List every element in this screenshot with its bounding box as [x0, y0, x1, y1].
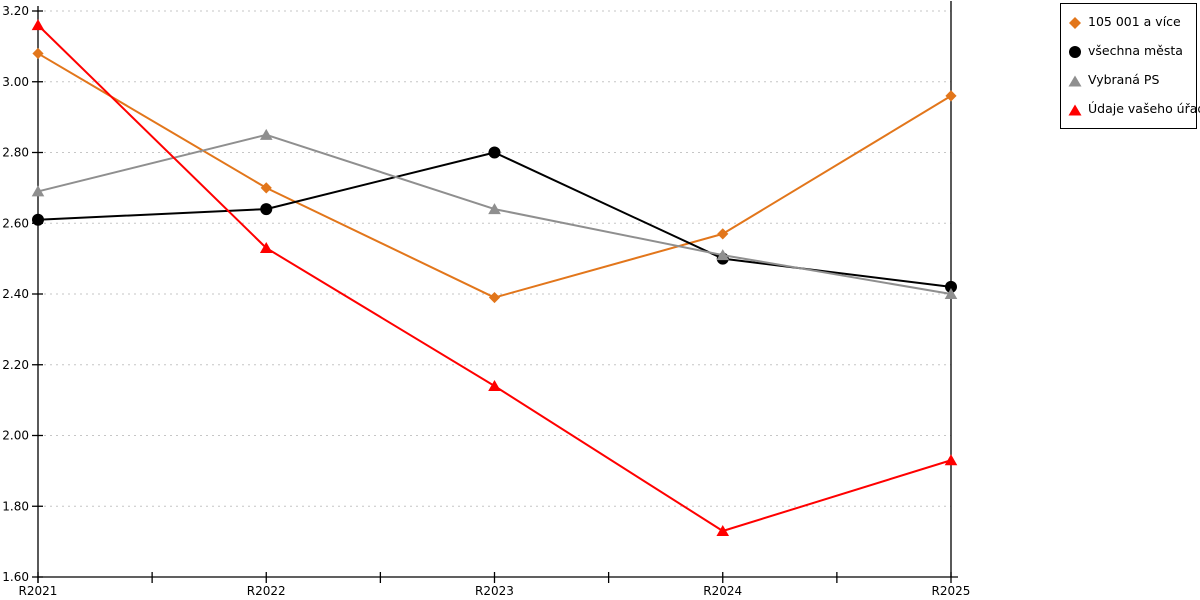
- legend-label: 105 001 a více: [1088, 14, 1181, 30]
- legend-label: Vybraná PS: [1088, 72, 1160, 88]
- data-point-triangle: [31, 185, 45, 197]
- triangle-marker-icon: [1068, 104, 1082, 115]
- data-point-diamond: [260, 182, 272, 194]
- data-point-circle: [488, 146, 501, 159]
- diamond-marker-icon: [1069, 16, 1081, 29]
- y-tick-label: 2.60: [2, 216, 29, 230]
- legend-label: všechna města: [1088, 43, 1183, 59]
- data-point-triangle: [944, 454, 958, 466]
- data-point-circle: [260, 203, 273, 216]
- data-point-triangle: [488, 203, 501, 215]
- y-tick-label: 2.40: [2, 287, 29, 301]
- triangle-marker-icon: [1068, 75, 1082, 86]
- y-tick-label: 1.60: [2, 570, 29, 584]
- x-tick-label: R2025: [932, 584, 971, 598]
- y-tick-label: 3.00: [2, 75, 29, 89]
- series-line: [37, 24, 952, 533]
- legend-item: 105 001 a více: [1068, 16, 1192, 30]
- legend-label: Údaje vašeho úřadu: [1088, 101, 1200, 117]
- x-tick-label: R2022: [247, 584, 286, 598]
- data-point-diamond: [32, 47, 44, 60]
- series-line: [37, 151, 952, 288]
- data-point-triangle: [488, 379, 501, 391]
- legend: 105 001 a více všechna města Vybraná PS …: [1060, 3, 1200, 129]
- data-point-triangle: [259, 242, 273, 254]
- data-point-diamond: [945, 90, 957, 102]
- series-line: [37, 52, 952, 299]
- y-tick-label: 2.20: [2, 358, 29, 372]
- x-tick-label: R2023: [475, 584, 514, 598]
- data-point-triangle: [31, 19, 45, 31]
- data-point-diamond: [717, 228, 729, 240]
- data-point-triangle: [716, 249, 730, 261]
- y-tick-label: 1.80: [2, 499, 29, 513]
- circle-marker-icon: [1069, 45, 1081, 58]
- y-tick-label: 3.20: [2, 4, 29, 18]
- data-point-triangle: [259, 128, 273, 140]
- legend-item: Vybraná PS: [1068, 74, 1192, 88]
- y-tick-label: 2.80: [2, 146, 29, 160]
- data-point-circle: [945, 280, 957, 293]
- data-point-circle: [32, 213, 44, 226]
- y-tick-label: 2.00: [2, 429, 29, 443]
- data-point-triangle: [716, 525, 730, 537]
- legend-item: Údaje vašeho úřadu: [1068, 103, 1200, 117]
- x-tick-label: R2021: [19, 584, 58, 598]
- x-tick-label: R2024: [703, 584, 742, 598]
- legend-item: všechna města: [1068, 45, 1192, 59]
- data-point-triangle: [944, 288, 958, 299]
- data-point-diamond: [488, 291, 501, 304]
